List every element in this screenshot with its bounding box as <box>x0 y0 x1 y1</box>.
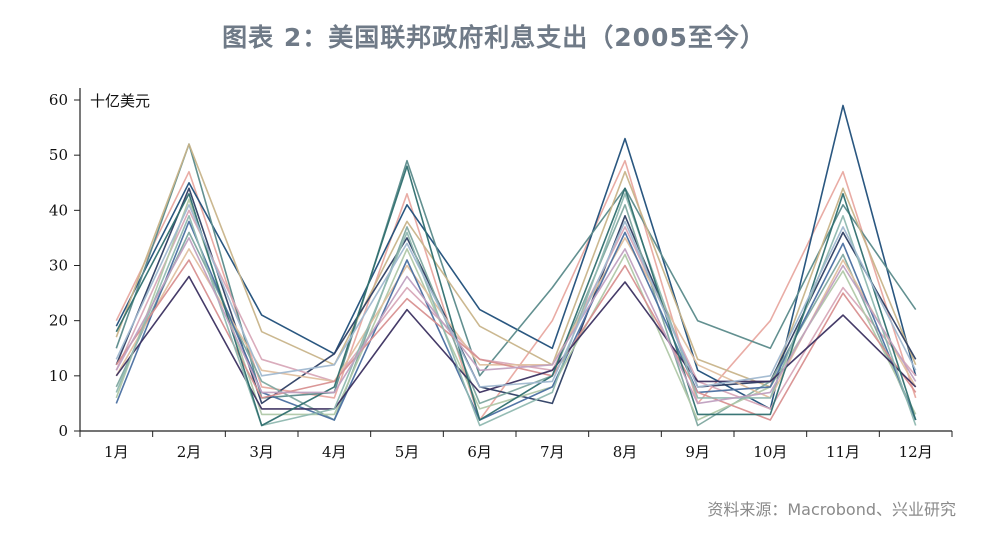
x-tick-label: 3月 <box>249 443 274 461</box>
series-line-4 <box>115 143 917 388</box>
series-line-15 <box>115 237 917 405</box>
x-tick-label: 11月 <box>826 443 860 461</box>
x-tick-label: 8月 <box>613 443 638 461</box>
x-tick-label: 9月 <box>685 443 710 461</box>
source-note: 资料来源：Macrobond、兴业研究 <box>707 500 956 519</box>
y-tick-label: 50 <box>49 146 68 164</box>
series-layer <box>115 104 917 427</box>
chart-title: 图表 2：美国联邦政府利息支出（2005至今） <box>222 23 766 52</box>
x-tick-label: 6月 <box>467 443 492 461</box>
series-line-3 <box>115 143 917 399</box>
x-tick-label: 10月 <box>753 443 787 461</box>
y-tick-label: 0 <box>58 422 68 440</box>
series-line-9 <box>115 237 917 399</box>
series-line-14 <box>115 165 917 427</box>
chart-axes: 0 10 20 30 40 50 60 1月 2月 3月 4月 5月 6月 7月 8月 9月 10月 11月 12月 <box>49 88 953 461</box>
x-tick-label: 2月 <box>177 443 202 461</box>
series-line-16 <box>115 204 917 388</box>
x-tick-label: 12月 <box>899 443 933 461</box>
series-line-13 <box>115 193 917 427</box>
series-line-10 <box>115 220 917 421</box>
x-tick-label: 7月 <box>540 443 565 461</box>
y-tick-label: 10 <box>49 367 68 385</box>
y-tick-label: 30 <box>49 257 68 275</box>
x-tick-label: 1月 <box>104 443 129 461</box>
series-line-7 <box>115 204 917 427</box>
y-tick-label: 60 <box>49 91 68 109</box>
x-tick-label: 4月 <box>322 443 347 461</box>
y-tick-label: 20 <box>49 312 68 330</box>
y-axis-unit-label: 十亿美元 <box>90 92 150 110</box>
y-tick-label: 40 <box>49 201 68 219</box>
x-tick-label: 5月 <box>395 443 420 461</box>
